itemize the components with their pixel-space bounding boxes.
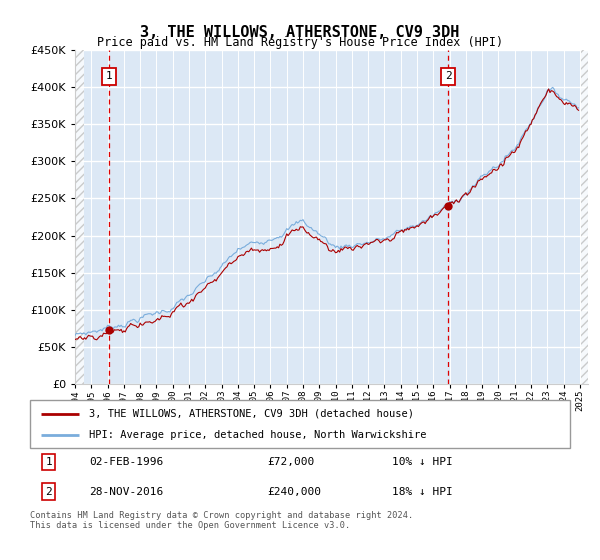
Bar	[75, 50, 84, 384]
Text: 18% ↓ HPI: 18% ↓ HPI	[392, 487, 452, 497]
Text: HPI: Average price, detached house, North Warwickshire: HPI: Average price, detached house, Nort…	[89, 430, 427, 440]
Text: Price paid vs. HM Land Registry's House Price Index (HPI): Price paid vs. HM Land Registry's House …	[97, 36, 503, 49]
Text: 3, THE WILLOWS, ATHERSTONE, CV9 3DH: 3, THE WILLOWS, ATHERSTONE, CV9 3DH	[140, 25, 460, 40]
Text: £240,000: £240,000	[268, 487, 322, 497]
Bar	[581, 50, 589, 384]
Text: 3, THE WILLOWS, ATHERSTONE, CV9 3DH (detached house): 3, THE WILLOWS, ATHERSTONE, CV9 3DH (det…	[89, 409, 415, 419]
Text: 02-FEB-1996: 02-FEB-1996	[89, 457, 164, 467]
Text: 2: 2	[46, 487, 52, 497]
Text: 1: 1	[46, 457, 52, 467]
Text: 1: 1	[106, 71, 112, 81]
Text: £72,000: £72,000	[268, 457, 315, 467]
Text: 28-NOV-2016: 28-NOV-2016	[89, 487, 164, 497]
FancyBboxPatch shape	[30, 400, 570, 448]
Text: 10% ↓ HPI: 10% ↓ HPI	[392, 457, 452, 467]
Text: Contains HM Land Registry data © Crown copyright and database right 2024.
This d: Contains HM Land Registry data © Crown c…	[30, 511, 413, 530]
Text: 2: 2	[445, 71, 451, 81]
